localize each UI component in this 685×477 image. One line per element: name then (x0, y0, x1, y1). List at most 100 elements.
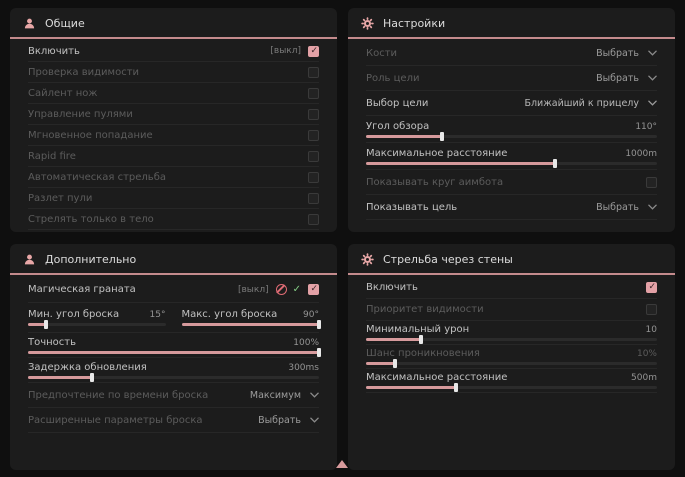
panel-title: Дополнительно (45, 253, 137, 266)
row-max-distance: Максимальное расстояние 500m (366, 369, 657, 393)
scroll-up-indicator[interactable] (336, 460, 348, 468)
row-label: Кости (366, 47, 398, 59)
row-show-target: Показывать цель Выбрать (366, 195, 657, 220)
allowed-check-icon[interactable] (293, 285, 301, 295)
header-underline (348, 37, 675, 39)
row-label: Включить (366, 282, 418, 293)
row-label: Магическая граната (28, 284, 136, 295)
panel-settings: Настройки Кости Выбрать Роль цели Выбрат… (348, 8, 675, 232)
slider-value: 1000m (625, 148, 657, 159)
wallbang-max-distance-slider[interactable] (366, 383, 657, 392)
row-visibility-priority: Приоритет видимости (366, 299, 657, 321)
bones-dropdown[interactable]: Выбрать (596, 48, 657, 59)
wallbang-enable-checkbox[interactable] (646, 282, 657, 293)
row-label: Показывать круг аимбота (366, 176, 504, 188)
state-text: [выкл] (270, 46, 301, 56)
row-accuracy: Точность 100% (28, 333, 321, 358)
instant-hit-checkbox[interactable] (308, 129, 319, 141)
dropdown-value: Выбрать (596, 201, 639, 213)
row-label: Роль цели (366, 72, 420, 84)
slider-thumb[interactable] (317, 347, 321, 357)
row-label: Максимальное расстояние (366, 372, 508, 383)
header-underline (348, 273, 675, 275)
visibility-check-checkbox[interactable] (308, 66, 319, 78)
row-label: Макс. угол броска (181, 309, 278, 320)
fov-slider[interactable] (366, 131, 657, 141)
row-label: Выбор цели (366, 97, 429, 109)
row-bullet-control: Управление пулями (28, 104, 319, 125)
header-underline (10, 273, 337, 275)
slider-thumb[interactable] (454, 383, 459, 392)
show-aimbot-circle-checkbox[interactable] (646, 176, 657, 188)
row-label: Rapid fire (28, 150, 76, 162)
auto-fire-checkbox[interactable] (308, 171, 319, 183)
row-instant-hit: Мгновенное попадание (28, 125, 319, 146)
row-label: Разлет пули (28, 192, 93, 204)
row-advanced-throw-params: Расширенные параметры броска Выбрать (28, 408, 319, 433)
row-min-damage: Минимальный урон 10 (366, 321, 657, 345)
row-body-only: Стрелять только в тело (28, 209, 319, 230)
max-throw-angle-slider[interactable] (181, 320, 321, 329)
row-show-aimbot-circle: Показывать круг аимбота (366, 170, 657, 195)
bullet-spread-checkbox[interactable] (308, 192, 319, 204)
target-role-dropdown[interactable]: Выбрать (596, 73, 657, 84)
panel-general-header: Общие (10, 8, 337, 37)
person-icon (23, 253, 36, 266)
row-penetration-chance: Шанс проникновения 10% (366, 345, 657, 369)
row-target-role: Роль цели Выбрать (366, 66, 657, 91)
panel-wallbang-header: Стрельба через стены (348, 244, 675, 273)
slider-thumb[interactable] (317, 320, 321, 329)
row-bones: Кости Выбрать (366, 41, 657, 66)
enable-checkbox[interactable] (308, 45, 319, 57)
row-update-delay: Задержка обновления 300ms (28, 358, 319, 383)
blocked-icon[interactable] (275, 284, 287, 295)
show-target-dropdown[interactable]: Выбрать (596, 202, 657, 213)
bullet-control-checkbox[interactable] (308, 108, 319, 120)
chevron-down-icon (648, 204, 657, 210)
row-label: Минимальный урон (366, 324, 470, 335)
row-label: Приоритет видимости (366, 304, 484, 315)
slider-thumb[interactable] (90, 372, 95, 382)
slider-thumb[interactable] (553, 158, 558, 168)
throw-time-preference-dropdown[interactable]: Максимум (250, 390, 319, 401)
row-rapid-fire: Rapid fire (28, 146, 319, 167)
person-icon (23, 17, 36, 30)
max-distance-slider[interactable] (366, 158, 657, 168)
panel-additional: Дополнительно Магическая граната [выкл] … (10, 244, 337, 470)
silent-knife-checkbox[interactable] (308, 87, 319, 99)
row-label: Управление пулями (28, 108, 133, 120)
body-only-checkbox[interactable] (308, 213, 319, 225)
row-visibility-check: Проверка видимости (28, 62, 319, 83)
min-throw-angle-slider[interactable] (28, 320, 166, 329)
row-bullet-spread: Разлет пули (28, 188, 319, 209)
update-delay-slider[interactable] (28, 372, 319, 382)
slider-thumb[interactable] (439, 131, 444, 141)
penetration-chance-slider[interactable] (366, 359, 657, 368)
panel-additional-header: Дополнительно (10, 244, 337, 273)
state-text: [выкл] (237, 284, 269, 295)
row-label: Мгновенное попадание (28, 129, 153, 141)
slider-thumb[interactable] (43, 320, 48, 329)
accuracy-slider[interactable] (28, 347, 321, 357)
row-label: Шанс проникновения (366, 348, 480, 359)
visibility-priority-checkbox[interactable] (646, 304, 657, 315)
row-label: Сайлент нож (28, 87, 98, 99)
row-fov: Угол обзора 110° (366, 116, 657, 143)
row-label: Стрелять только в тело (28, 213, 154, 225)
target-selection-dropdown[interactable]: Ближайший к прицелу (524, 98, 657, 109)
row-enable: Включить (366, 277, 657, 299)
chevron-down-icon (648, 75, 657, 81)
dropdown-value: Выбрать (596, 47, 639, 59)
advanced-throw-params-dropdown[interactable]: Выбрать (258, 415, 319, 426)
rapid-fire-checkbox[interactable] (308, 150, 319, 162)
dropdown-value: Ближайший к прицелу (524, 97, 639, 109)
panel-wallbang: Стрельба через стены Включить Приоритет … (348, 244, 675, 470)
slider-value: 110° (635, 121, 657, 132)
slider-thumb[interactable] (393, 359, 398, 368)
magic-grenade-checkbox[interactable] (308, 284, 319, 295)
slider-value: 10% (636, 349, 657, 359)
min-damage-slider[interactable] (366, 335, 657, 344)
row-label: Мин. угол броска (28, 309, 120, 320)
slider-thumb[interactable] (419, 335, 424, 344)
slider-value: 300ms (288, 362, 319, 373)
